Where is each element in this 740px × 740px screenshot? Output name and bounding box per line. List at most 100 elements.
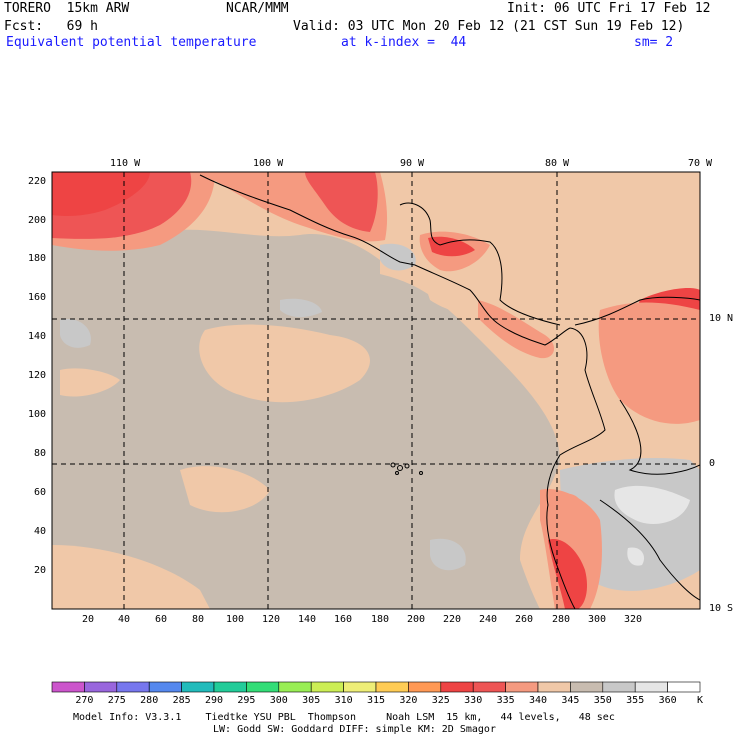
forecast-hour: Fcst: 69 h [4,19,98,34]
colorbar-swatch [537,681,571,693]
colorbar [51,681,701,693]
colorbar-swatch [84,681,118,693]
colorbar-swatch [408,681,442,693]
coastline-yucatan [399,202,441,246]
field-350-ocean-west [52,267,560,609]
colorbar-swatch [440,681,474,693]
field-355-patch-2 [60,319,91,348]
colorbar-swatch [570,681,604,693]
field-345-patch-3 [52,545,210,609]
colorbar-swatch [343,681,377,693]
coastline-central-america [414,264,571,346]
level-index: at k-index = 44 [341,35,467,50]
y-tick-180: 180 [27,253,46,264]
colorbar-unit: K [696,695,704,706]
colorbar-swatch [310,681,344,693]
smoothing: sm= 2 [634,35,674,50]
y-tick-40: 40 [33,526,46,537]
field-330-honduras [428,236,475,257]
y-tick-20: 20 [33,565,46,576]
y-tick-160: 160 [27,292,46,303]
field-345-patch-1 [199,324,370,403]
colorbar-level-label: 270 [75,695,94,706]
colorbar-level-label: 295 [237,695,256,706]
colorbar-level-label: 340 [528,695,548,706]
y-tick-100: 100 [27,409,46,420]
colorbar-level-label: 325 [431,695,450,706]
organization: NCAR/MMM [226,1,289,16]
y-tick-80: 80 [33,448,46,459]
graticule [52,172,700,609]
island-5 [419,471,423,475]
x-tick-320: 320 [624,614,643,625]
x-tick-160: 160 [334,614,353,625]
colorbar-swatch [278,681,312,693]
colorbar-level-label: 285 [172,695,191,706]
field-330-mexico-coast [305,172,378,232]
border-inland-1 [619,399,700,475]
lat-label-0: 0 [709,458,716,469]
field-340-ecuador [560,493,583,517]
lon-label-70w: 70 W [688,158,713,169]
field-340-colombia [598,302,700,424]
field-360-patch [614,485,690,524]
y-tick-60: 60 [33,487,46,498]
model-physics: LW: Godd SW: Goddard DIFF: simple KM: 2D… [213,724,496,735]
model-name: TORERO 15km ARW [4,1,130,16]
colorbar-level-label: 290 [204,695,224,706]
colorbar-swatch [667,681,701,693]
field-345-patch-4 [180,466,270,513]
coastline-south-america-north [574,296,700,326]
colorbar-level-label: 305 [302,695,321,706]
lat-label-10n: 10 N [709,313,734,324]
x-tick-280: 280 [552,614,571,625]
lon-label-80w: 80 W [545,158,570,169]
coastline-mexico [199,174,416,266]
island-3 [404,463,410,469]
x-tick-120: 120 [262,614,281,625]
field-name: Equivalent potential temperature [6,35,257,50]
field-345-patch-2 [60,368,120,397]
colorbar-swatch [505,681,539,693]
x-tick-200: 200 [407,614,426,625]
x-tick-140: 140 [298,614,317,625]
island-1 [390,462,396,468]
island-2 [397,465,403,471]
colorbar-level-label: 280 [140,695,159,706]
colorbar-level-label: 320 [399,695,418,706]
field-340-costa-rica [478,300,555,359]
colorbar-swatch [148,681,182,693]
island-4 [395,471,399,475]
colorbar-swatch [181,681,215,693]
lon-label-110w: 110 W [110,158,141,169]
x-tick-180: 180 [371,614,390,625]
colorbar-swatch [116,681,150,693]
colorbar-swatch [602,681,636,693]
colorbar-level-label: 330 [464,695,483,706]
model-info: Model Info: V3.3.1 Tiedtke YSU PBL Thomp… [73,712,615,723]
field-345-patch-5 [420,269,520,315]
field-360-patch-2 [627,547,645,566]
colorbar-swatch [213,681,247,693]
coastline-caribbean [439,239,561,326]
colorbar-level-label: 335 [496,695,515,706]
colorbar-level-label: 275 [107,695,126,706]
field-355-patch-3 [280,298,322,318]
x-tick-300: 300 [588,614,607,625]
x-tick-240: 240 [479,614,498,625]
coastline-south-america-west [546,327,606,609]
field-355-patch-4 [430,538,466,571]
y-tick-120: 120 [27,370,46,381]
colorbar-level-label: 360 [658,695,677,706]
field-350-ocean-mid [52,229,380,322]
lon-label-100w: 100 W [253,158,284,169]
x-tick-220: 220 [443,614,462,625]
colorbar-swatch [472,681,506,693]
colorbar-level-label: 350 [593,695,612,706]
colorbar-level-label: 315 [366,695,386,706]
colorbar-swatch [375,681,409,693]
y-tick-200: 200 [27,215,46,226]
colorbar-level-label: 310 [334,695,353,706]
colorbar-level-label: 300 [269,695,288,706]
